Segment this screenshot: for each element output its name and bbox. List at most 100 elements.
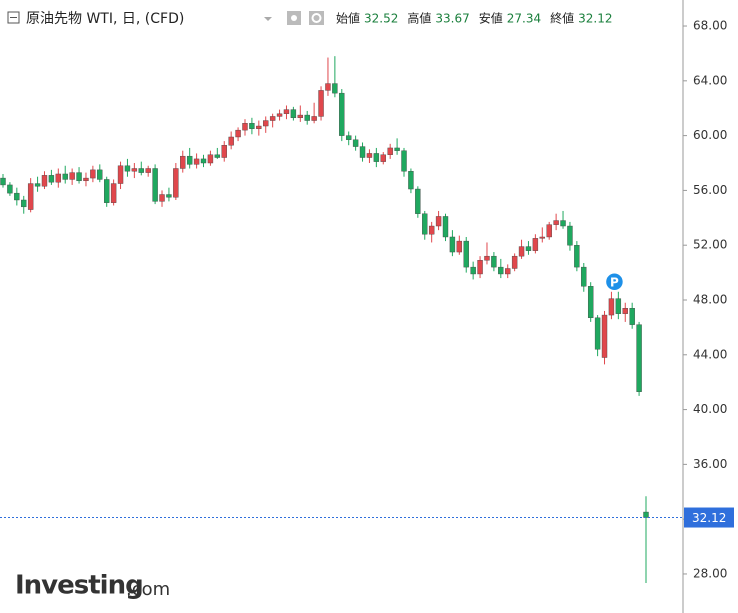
candle-body xyxy=(48,175,55,183)
candle-body xyxy=(97,169,103,180)
candle-body xyxy=(69,172,75,180)
candle-body xyxy=(636,324,642,392)
y-tick-label: 52.00 xyxy=(693,238,727,252)
ohlc-readout: 始値 32.52 高値 33.67 安値 27.34 終値 32.12 xyxy=(336,11,613,26)
candle-body xyxy=(83,177,89,182)
candle-body xyxy=(359,146,366,158)
candle-body xyxy=(62,173,68,180)
candle-body xyxy=(491,255,497,268)
candle-body xyxy=(90,169,96,179)
candle-body xyxy=(560,220,566,227)
candle-body xyxy=(345,135,352,140)
candle-body xyxy=(7,184,13,194)
candle-body xyxy=(256,125,262,129)
marker-label: P xyxy=(610,275,619,289)
candle-body xyxy=(449,236,456,253)
settings-button[interactable] xyxy=(309,11,324,25)
ohlc-label: 高値 xyxy=(407,11,431,26)
ohlc-label: 終値 xyxy=(550,11,574,26)
candle-body xyxy=(380,154,386,162)
y-tick-label: 28.00 xyxy=(693,566,727,580)
candle-body xyxy=(456,240,463,253)
settings-icon xyxy=(311,13,322,23)
candle-body xyxy=(629,308,635,325)
candle-body xyxy=(276,113,283,117)
y-tick-label: 56.00 xyxy=(693,183,727,197)
ohlc-value: 27.34 xyxy=(507,12,541,26)
candle-body xyxy=(283,109,290,114)
candle-body xyxy=(442,216,449,238)
candle-body xyxy=(131,168,138,172)
candle-body xyxy=(470,266,476,275)
chart-title: 原油先物 WTI, 日, (CFD) xyxy=(26,11,184,27)
y-tick-label: 48.00 xyxy=(693,292,727,306)
candle-body xyxy=(539,236,545,239)
dropdown-arrow[interactable] xyxy=(264,17,272,21)
candle-body xyxy=(615,298,622,314)
candle-body xyxy=(622,308,628,314)
candle-body xyxy=(41,175,48,187)
last-price-label: 32.12 xyxy=(692,511,726,525)
candle-body xyxy=(352,139,359,147)
candle-body xyxy=(477,260,483,275)
candle-body xyxy=(498,266,504,275)
candle-body xyxy=(546,224,552,238)
ohlc-label: 安値 xyxy=(479,11,503,26)
candle-body xyxy=(166,194,172,198)
candle-body xyxy=(297,114,304,119)
candle-body xyxy=(173,168,179,198)
candle-body xyxy=(567,225,573,246)
candle-body xyxy=(186,155,193,165)
candle-body xyxy=(221,145,227,158)
candle-body xyxy=(55,173,62,183)
candle-body xyxy=(214,154,221,158)
y-tick-label: 40.00 xyxy=(693,402,727,416)
candle-body xyxy=(193,158,200,165)
candle-body xyxy=(332,83,338,94)
candle-body xyxy=(415,188,421,214)
candle-body xyxy=(601,314,608,358)
candle-body xyxy=(505,268,511,275)
candle-body xyxy=(76,172,82,182)
y-tick-label: 60.00 xyxy=(693,128,727,142)
candle-body xyxy=(422,213,428,235)
candle-body xyxy=(290,109,297,119)
candle-body xyxy=(387,147,393,155)
candle-body xyxy=(594,317,601,350)
candle-body xyxy=(27,183,34,210)
candle-body xyxy=(587,286,594,319)
candle-body xyxy=(269,116,276,121)
candle-body xyxy=(408,171,414,190)
candle-body xyxy=(249,123,255,129)
candle-body xyxy=(104,179,110,203)
ohlc-value: 32.52 xyxy=(364,12,398,26)
y-tick-label: 68.00 xyxy=(693,19,727,33)
candle-body xyxy=(21,199,27,208)
plot: 28.0032.0036.0040.0044.0048.0052.0056.00… xyxy=(0,19,734,584)
ohlc-value: 32.12 xyxy=(578,12,612,26)
candle-body xyxy=(304,114,310,121)
candle-body xyxy=(159,194,165,202)
y-tick-label: 36.00 xyxy=(693,457,727,471)
candle-body xyxy=(207,154,214,164)
candle-body xyxy=(394,147,400,151)
ohlc-value: 33.67 xyxy=(435,12,469,26)
watermark-suffix: .com xyxy=(126,579,170,600)
candle-body xyxy=(643,511,649,518)
candle-body xyxy=(235,129,241,138)
candle-body xyxy=(373,153,380,162)
candle-body xyxy=(511,255,518,269)
candle-body xyxy=(435,216,442,227)
candle-body xyxy=(14,192,20,201)
ohlc-label: 始値 xyxy=(336,11,360,26)
candle-body xyxy=(110,183,117,203)
candle-body xyxy=(325,83,331,91)
candle-body xyxy=(318,90,324,117)
collapse-icon[interactable] xyxy=(7,11,20,24)
candle-body xyxy=(428,225,435,235)
candle-body xyxy=(463,240,469,268)
candle-body xyxy=(34,183,41,187)
candle-body xyxy=(311,116,317,121)
